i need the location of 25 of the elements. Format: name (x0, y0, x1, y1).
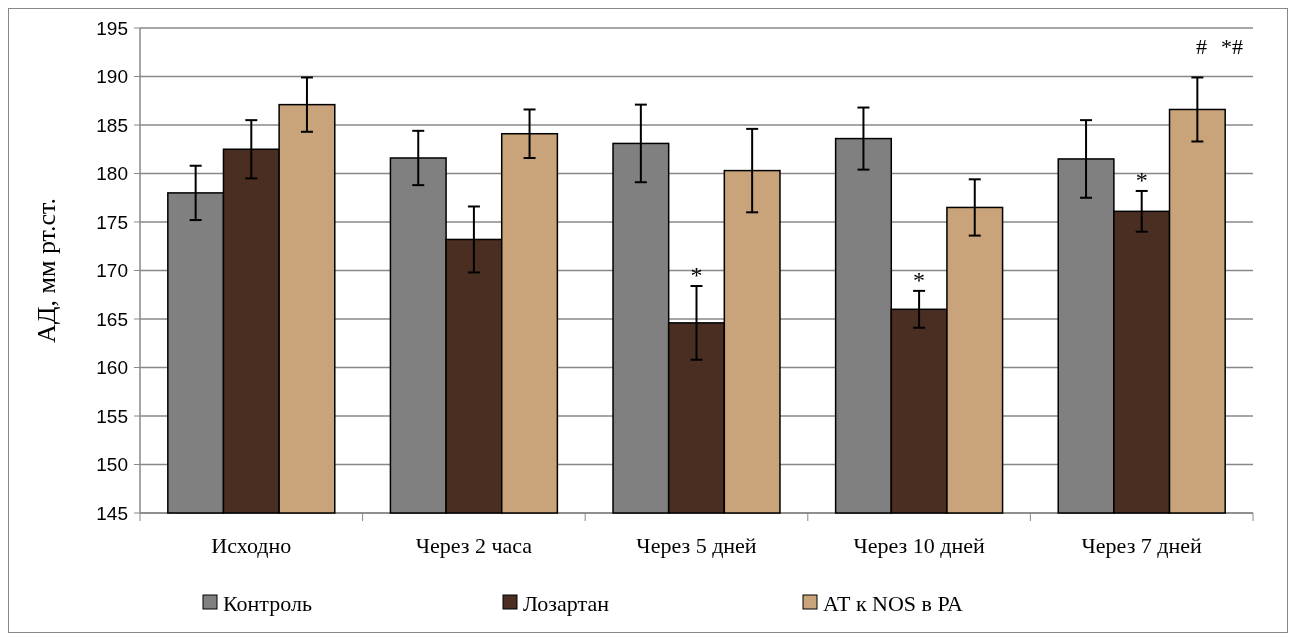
y-tick-label: 160 (96, 357, 128, 379)
y-tick-label: 155 (96, 405, 128, 427)
legend-label: Лозартан (523, 590, 610, 616)
annotation: * (690, 262, 703, 289)
y-tick-label: 195 (96, 17, 128, 39)
annotation: * (1135, 166, 1148, 193)
legend-label: Контроль (223, 590, 312, 616)
x-tick-label: Через 10 дней (853, 533, 985, 558)
y-tick-label: 145 (96, 502, 128, 524)
y-tick-label: 180 (96, 163, 128, 185)
y-tick-label: 190 (96, 66, 128, 88)
x-tick-label: Через 5 дней (636, 533, 757, 558)
annotation: * (913, 266, 926, 293)
y-tick-label: 150 (96, 454, 128, 476)
y-tick-label: 165 (96, 308, 128, 330)
y-tick-label: 185 (96, 114, 128, 136)
x-tick-label: Исходно (211, 533, 292, 558)
y-axis-title: АД, мм рт.ст. (32, 198, 61, 343)
x-tick-label: Через 2 часа (415, 533, 533, 558)
y-tick-label: 175 (96, 211, 128, 233)
annotation: *# (1221, 34, 1243, 59)
x-tick-label: Через 7 дней (1081, 533, 1203, 558)
legend-label: АТ к NOS в РА (823, 590, 963, 616)
annotation: # (1196, 34, 1207, 59)
y-tick-label: 170 (96, 260, 128, 282)
